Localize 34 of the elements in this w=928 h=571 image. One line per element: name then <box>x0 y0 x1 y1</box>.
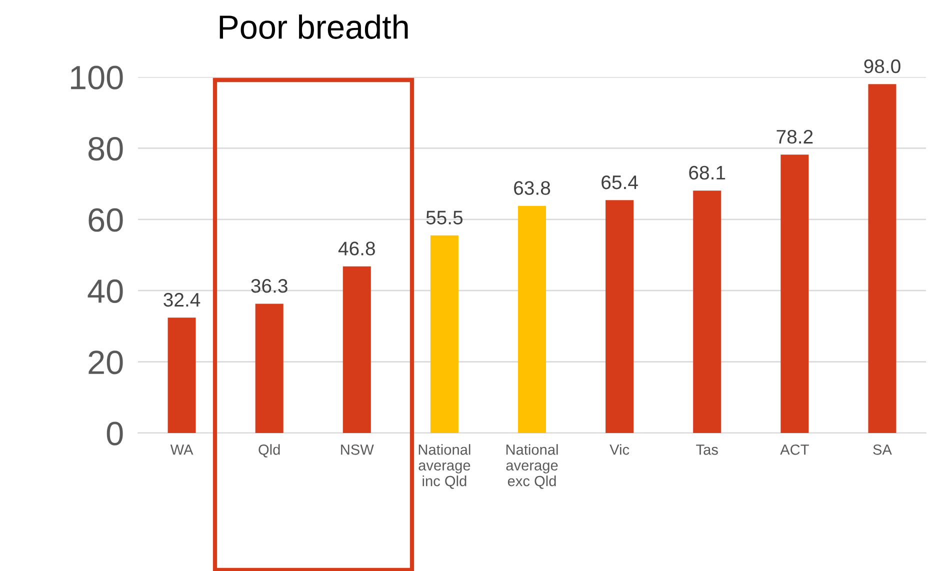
x-tick-label: SA <box>873 444 892 455</box>
bar <box>168 318 196 433</box>
y-tick-label: 0 <box>106 422 123 446</box>
data-label: 78.2 <box>776 130 813 144</box>
bar <box>868 84 896 433</box>
y-tick-label: 20 <box>88 350 123 374</box>
x-tick-label: NSW <box>341 444 374 455</box>
x-tick-label: Tas <box>696 444 718 455</box>
data-label: 65.4 <box>602 175 638 190</box>
x-tick-label: National average inc Qld <box>418 444 470 489</box>
x-tick-label: Vic <box>610 444 630 455</box>
text: Poor breadth <box>220 14 408 39</box>
data-label: 63.8 <box>514 181 550 195</box>
y-tick-label: 80 <box>88 137 123 161</box>
data-label: 68.1 <box>689 166 726 180</box>
bar <box>693 190 722 433</box>
data-label: 98.0 <box>864 59 900 74</box>
data-label: 46.8 <box>338 242 375 256</box>
x-tick-label: ACT <box>780 444 809 455</box>
y-tick-label: 100 <box>71 66 123 90</box>
bar <box>342 266 371 433</box>
x-tick-label: Qld <box>258 444 280 458</box>
y-tick-label: 40 <box>88 279 123 304</box>
bar <box>430 235 458 433</box>
y-tick-label: 60 <box>88 208 123 232</box>
bar <box>780 154 809 433</box>
x-tick-label: National average exc Qld <box>506 444 558 489</box>
data-label: 32.4 <box>164 292 200 307</box>
bar <box>255 304 284 433</box>
bar <box>606 200 634 433</box>
data-label: 55.5 <box>426 210 463 224</box>
data-label: 36.3 <box>251 279 288 293</box>
bar <box>518 206 546 433</box>
x-tick-label: WA <box>170 444 194 455</box>
